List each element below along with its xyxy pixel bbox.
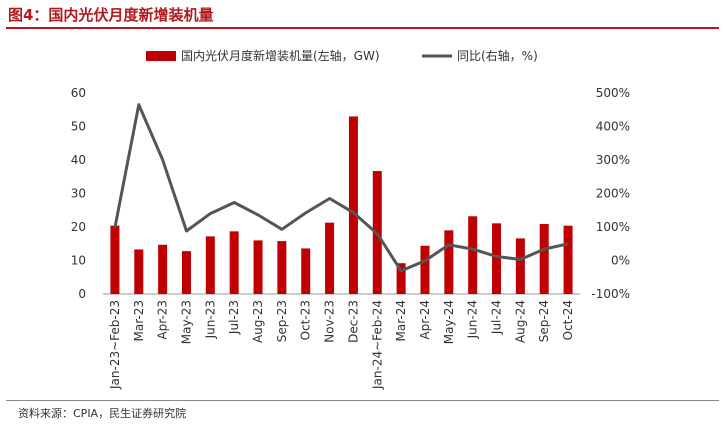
bottom-rule <box>6 400 719 401</box>
right-tick-label: 400% <box>596 120 630 134</box>
x-tick-label: Sep-23 <box>275 300 289 342</box>
bar <box>563 225 573 294</box>
bar <box>492 223 502 294</box>
left-tick-label: 20 <box>71 220 86 234</box>
x-tick-label: Aug-24 <box>513 300 527 343</box>
bar <box>253 240 263 294</box>
right-tick-label: 500% <box>596 86 630 100</box>
x-tick-label: Jun-24 <box>466 300 480 339</box>
x-tick-label: Mar-24 <box>394 300 408 341</box>
x-tick-label: Oct-23 <box>299 300 313 340</box>
legend-bar-label: 国内光伏月度新增装机量(左轴，GW) <box>181 48 380 63</box>
bar <box>515 238 525 294</box>
right-axis-ticks: -100% 0% 100% 200% 300% 400% 500% <box>591 86 630 301</box>
x-tick-label: Jul-24 <box>490 300 504 335</box>
bar <box>181 251 191 294</box>
left-axis-ticks: 0 10 20 30 40 50 60 <box>71 86 86 301</box>
bar <box>158 244 168 294</box>
x-tick-label: Jan-23~Feb-23 <box>108 300 122 390</box>
right-tick-label: 200% <box>596 187 630 201</box>
x-tick-label: Apr-24 <box>418 300 432 340</box>
x-axis-labels: Jan-23~Feb-23 Mar-23 Apr-23 May-23 Jun-23 Jul… <box>108 300 575 390</box>
bar <box>420 245 430 294</box>
bar <box>325 222 335 294</box>
bar <box>444 230 454 294</box>
x-tick-label: Sep-24 <box>537 300 551 342</box>
x-tick-label: Jun-23 <box>203 300 217 339</box>
left-tick-label: 50 <box>71 120 86 134</box>
left-tick-label: 0 <box>78 287 86 301</box>
bar <box>277 241 287 294</box>
left-tick-label: 30 <box>71 187 86 201</box>
x-tick-label: Aug-23 <box>251 300 265 343</box>
bar <box>229 231 239 294</box>
bar <box>539 223 549 294</box>
left-tick-label: 60 <box>71 86 86 100</box>
x-tick-label: Jan-24~Feb-24 <box>370 300 384 390</box>
bar <box>301 248 311 294</box>
right-tick-label: 300% <box>596 153 630 167</box>
left-tick-label: 40 <box>71 153 86 167</box>
right-tick-label: 100% <box>596 220 630 234</box>
legend-line-label: 同比(右轴，%) <box>457 48 538 63</box>
x-tick-label: Dec-23 <box>346 300 360 343</box>
right-tick-label: 0% <box>611 254 630 268</box>
bar-series <box>110 116 573 294</box>
source-note: 资料来源：CPIA，民生证券研究院 <box>18 407 187 420</box>
yoy-line <box>113 103 569 273</box>
bar <box>110 225 120 294</box>
legend: 国内光伏月度新增装机量(左轴，GW) 同比(右轴，%) <box>146 48 538 63</box>
left-tick-label: 10 <box>71 254 86 268</box>
x-tick-label: May-23 <box>179 300 193 344</box>
bar <box>468 216 478 294</box>
bar <box>348 116 358 294</box>
right-tick-label: -100% <box>591 287 630 301</box>
x-tick-label: Oct-24 <box>561 300 575 340</box>
combo-chart: 国内光伏月度新增装机量(左轴，GW) 同比(右轴，%) 0 10 20 30 40 50 6… <box>71 48 630 390</box>
x-tick-label: Nov-23 <box>323 300 337 343</box>
legend-bar-swatch <box>146 51 176 61</box>
x-tick-label: May-24 <box>442 300 456 344</box>
bar <box>134 249 144 294</box>
x-tick-label: Jul-23 <box>227 300 241 335</box>
x-tick-label: Apr-23 <box>156 300 170 340</box>
figure-title: 图4：国内光伏月度新增装机量 <box>8 6 214 24</box>
bar <box>396 263 406 294</box>
bar <box>205 236 215 294</box>
title-rule <box>6 27 719 29</box>
x-tick-label: Mar-23 <box>132 300 146 341</box>
